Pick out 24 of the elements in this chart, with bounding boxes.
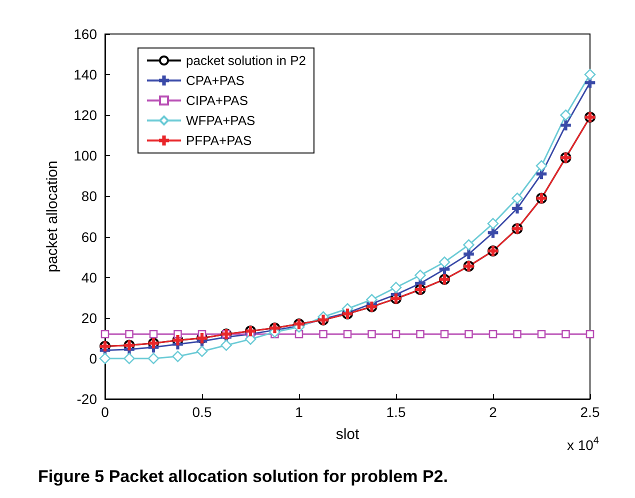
x-tick-label: 2 [489,404,498,420]
legend-label: CPA+PAS [186,73,245,88]
x-tick-label: 2.5 [580,404,600,420]
x-axis-title: slot [336,426,360,443]
y-tick-label: 40 [81,269,98,286]
y-tick-label: 140 [74,66,98,83]
y-tick-label: 80 [81,188,98,204]
y-tick-label: -20 [76,391,98,407]
text: Figure 5 Packet allocation solution for problem P2. [38,467,448,486]
x-tick-label: 0.5 [192,404,212,420]
legend-label: PFPA+PAS [186,133,252,148]
y-tick-label: 120 [74,107,98,124]
y-tick-label: 0 [89,350,98,366]
x-tick-label: 1 [295,404,304,420]
legend-label: packet solution in P2 [186,53,306,68]
x-tick-label: 1.5 [386,404,406,420]
y-tick-label: 160 [74,26,98,42]
x-tick-label: 0 [101,404,110,420]
y-tick-label: 60 [81,228,98,245]
y-axis-title: packet allocation [44,160,61,272]
y-tick-label: 100 [74,148,98,164]
legend-label: CIPA+PAS [186,93,248,108]
legend-label: WFPA+PAS [186,113,256,128]
y-tick-label: 20 [81,310,98,326]
